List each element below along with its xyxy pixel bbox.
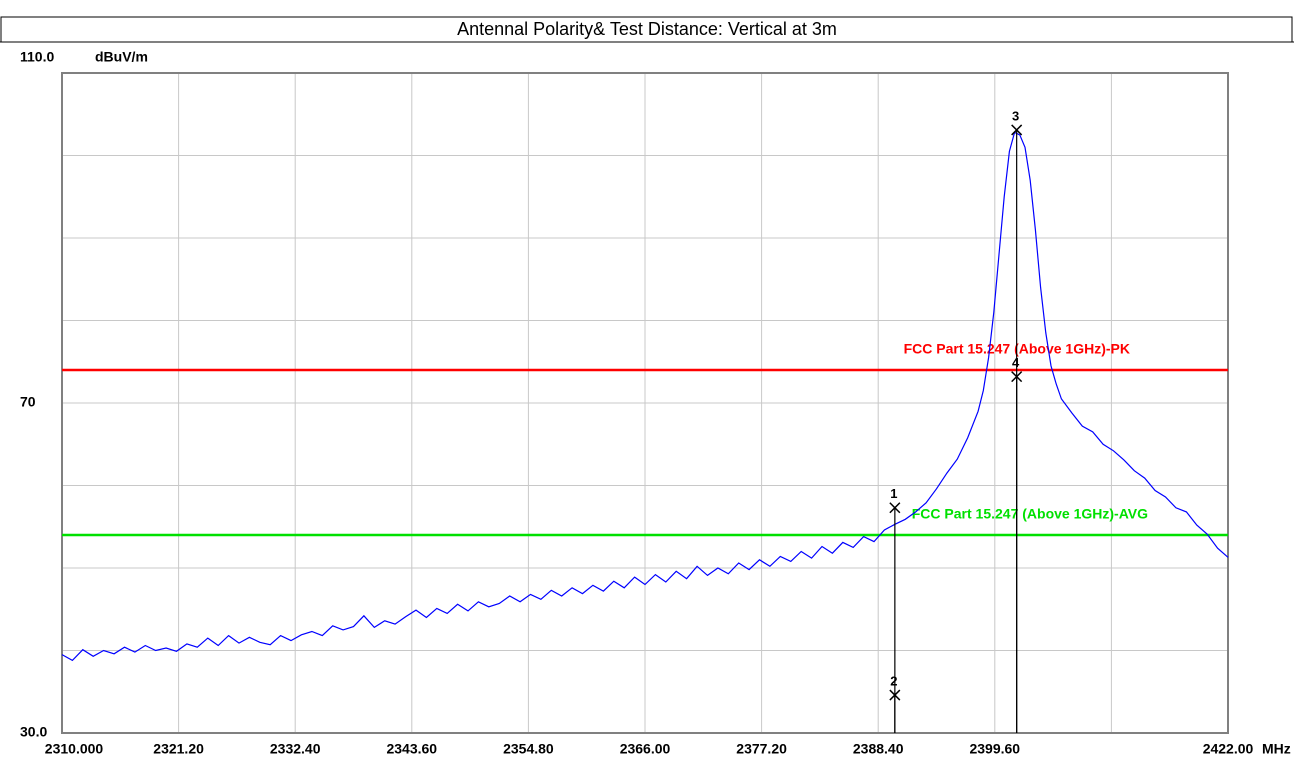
plot-frame [61,72,1229,734]
x-tick-label: 2321.20 [153,741,204,757]
y-tick-label: 70 [20,394,36,410]
marker-label: 2 [890,673,897,688]
x-tick-label: 2366.00 [620,741,671,757]
marker [889,689,901,701]
x-tick-label: 2388.40 [853,741,904,757]
trace [61,131,1229,662]
y-tick-label: 30.0 [20,724,47,740]
marker [889,502,901,514]
x-tick-label: 2377.20 [736,741,787,757]
x-tick-label: 2354.80 [503,741,554,757]
title-box [0,16,1293,43]
x-tick-label: 2422.00 [1203,741,1254,757]
x-tick-label: 2310.000 [45,741,104,757]
marker [1011,371,1023,383]
x-tick-label: 2399.60 [969,741,1020,757]
y-unit: dBuV/m [95,49,148,65]
marker-label: 4 [1012,355,1020,370]
marker [1011,124,1023,136]
limit-label: FCC Part 15.247 (Above 1GHz)-AVG [912,506,1148,522]
marker-label: 1 [890,486,897,501]
marker-x [889,502,901,514]
y-tick-label: 110.0 [20,49,54,65]
marker-x [1011,124,1023,136]
marker-x [889,689,901,701]
marker-label: 3 [1012,108,1019,123]
x-tick-label: 2332.40 [270,741,321,757]
x-unit: MHz [1262,741,1291,757]
x-tick-label: 2343.60 [386,741,437,757]
chart-title: Antennal Polarity& Test Distance: Vertic… [457,19,837,39]
marker-x [1011,371,1023,383]
